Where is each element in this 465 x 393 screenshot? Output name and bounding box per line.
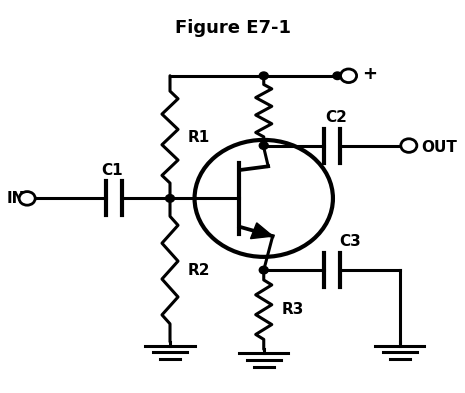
Text: C1: C1 (101, 163, 123, 178)
Text: OUT: OUT (421, 140, 457, 155)
Text: R1: R1 (188, 130, 210, 145)
Text: C2: C2 (326, 110, 347, 125)
Text: Figure E7-1: Figure E7-1 (174, 19, 291, 37)
Circle shape (340, 69, 357, 83)
Circle shape (19, 192, 35, 205)
Text: C3: C3 (339, 234, 360, 249)
Circle shape (333, 72, 342, 79)
Circle shape (259, 266, 268, 274)
Text: R2: R2 (188, 263, 210, 277)
Text: IN: IN (7, 191, 25, 206)
Circle shape (401, 139, 417, 152)
Text: +: + (362, 65, 377, 83)
Circle shape (259, 72, 268, 79)
Circle shape (166, 195, 174, 202)
Text: R3: R3 (282, 302, 304, 317)
Circle shape (259, 142, 268, 149)
Polygon shape (251, 223, 272, 239)
